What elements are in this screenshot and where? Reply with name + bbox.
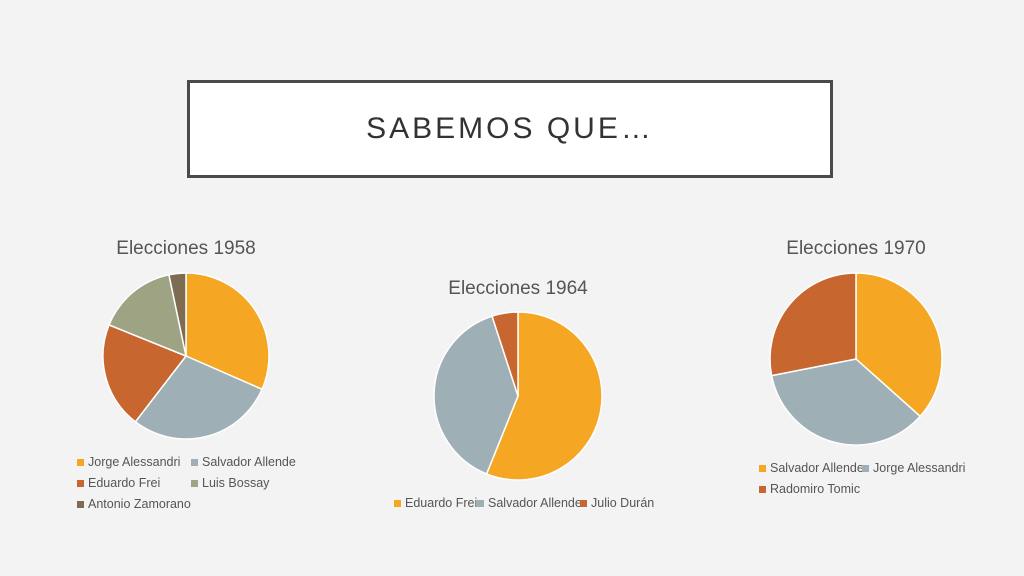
pie-slice-julio-dur-n xyxy=(491,311,519,397)
legend-swatch xyxy=(759,485,766,493)
pie-svg xyxy=(433,311,603,481)
pie-slice-radomiro-tomic xyxy=(769,272,857,377)
slide-title: SABEMOS QUE… xyxy=(366,112,654,145)
pie-slice-salvador-allende xyxy=(855,272,943,418)
legend-label: Luis Bossay xyxy=(202,476,270,490)
legend-item: Salvador Allende xyxy=(759,461,864,475)
slide-title-box: SABEMOS QUE… xyxy=(187,80,833,178)
pie-svg xyxy=(769,272,943,446)
legend-swatch xyxy=(77,479,84,487)
legend-label: Salvador Allende xyxy=(770,461,864,475)
legend-label: Eduardo Frei xyxy=(88,476,161,490)
legend-item: Salvador Allende xyxy=(477,496,582,510)
chart-title: Elecciones 1970 xyxy=(786,238,926,259)
legend-label: Jorge Alessandri xyxy=(873,461,966,475)
legend-swatch xyxy=(191,458,198,466)
legend-swatch xyxy=(759,464,766,472)
pie-slice-salvador-allende xyxy=(433,315,519,475)
legend-swatch xyxy=(77,458,84,466)
pie-slice-eduardo-frei xyxy=(102,323,188,423)
chart-title: Elecciones 1958 xyxy=(116,238,256,259)
chart-title: Elecciones 1964 xyxy=(448,278,588,299)
legend-item: Luis Bossay xyxy=(191,476,269,490)
pie-svg xyxy=(102,272,270,440)
pie-slice-eduardo-frei xyxy=(485,311,603,481)
pie-slice-salvador-allende xyxy=(134,355,264,440)
legend-swatch xyxy=(580,499,587,507)
legend-item: Eduardo Frei xyxy=(394,496,477,510)
legend-label: Julio Durán xyxy=(591,496,655,510)
legend-item: Eduardo Frei xyxy=(77,476,160,490)
legend-item: Antonio Zamorano xyxy=(77,497,191,511)
legend-swatch xyxy=(477,499,484,507)
legend-swatch xyxy=(394,499,401,507)
legend-label: Radomiro Tomic xyxy=(770,482,861,496)
legend-swatch xyxy=(191,479,198,487)
legend-label: Jorge Alessandri xyxy=(88,455,181,469)
pie-slice-luis-bossay xyxy=(108,273,188,358)
legend-label: Antonio Zamorano xyxy=(88,497,191,511)
legend-label: Salvador Allende xyxy=(202,455,296,469)
legend-swatch xyxy=(77,500,84,508)
pie-slice-jorge-alessandri xyxy=(770,358,922,446)
legend-item: Jorge Alessandri xyxy=(862,461,965,475)
legend-item: Radomiro Tomic xyxy=(759,482,860,496)
legend-item: Jorge Alessandri xyxy=(77,455,180,469)
legend-item: Julio Durán xyxy=(580,496,654,510)
pie-slice-antonio-zamorano xyxy=(168,272,187,357)
pie-slice-jorge-alessandri xyxy=(185,272,270,391)
legend-item: Salvador Allende xyxy=(191,455,296,469)
legend-label: Salvador Allende xyxy=(488,496,582,510)
legend-label: Eduardo Frei xyxy=(405,496,478,510)
legend-swatch xyxy=(862,464,869,472)
